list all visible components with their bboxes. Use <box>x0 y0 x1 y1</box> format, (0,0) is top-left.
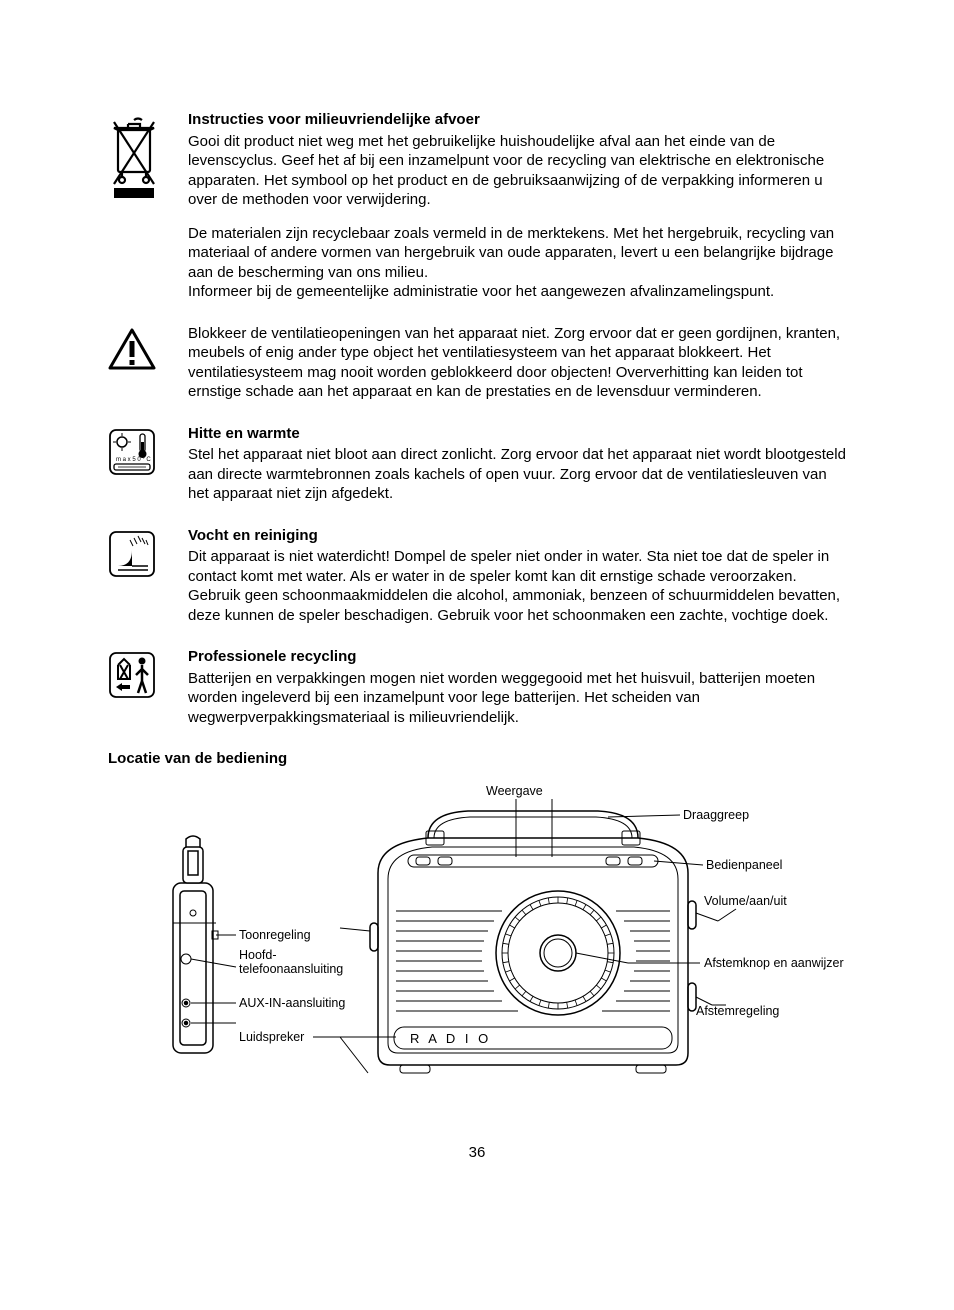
label-afstemknop: Afstemknop en aanwijzer <box>704 956 844 970</box>
ventilation-text: Blokkeer de ventilatieopeningen van het … <box>188 324 846 402</box>
label-afstemregeling: Afstemregeling <box>696 1004 779 1018</box>
disposal-p1: Gooi dit product niet weg met het gebrui… <box>188 132 846 210</box>
section-ventilation: Blokkeer de ventilatieopeningen van het … <box>108 324 846 402</box>
label-hoofd1: Hoofd- <box>239 948 277 962</box>
warning-icon <box>108 324 188 372</box>
recycle-p1: Batterijen en verpakkingen mogen niet wo… <box>188 669 846 728</box>
controls-diagram: R A D I O Toonregeling Hoofd- telefoonaa… <box>108 783 846 1103</box>
moist-p1: Dit apparaat is niet waterdicht! Dompel … <box>188 547 846 625</box>
disposal-heading: Instructies voor milieuvriendelijke afvo… <box>188 110 846 130</box>
label-volume: Volume/aan/uit <box>704 894 787 908</box>
heat-heading: Hitte en warmte <box>188 424 846 444</box>
page-number: 36 <box>108 1143 846 1163</box>
weee-icon <box>108 110 188 200</box>
label-toon: Toonregeling <box>239 928 311 942</box>
heat-p1: Stel het apparaat niet bloot aan direct … <box>188 445 846 504</box>
recycle-heading: Professionele recycling <box>188 647 846 667</box>
section-disposal: Instructies voor milieuvriendelijke afvo… <box>108 110 846 302</box>
section-heat: m a x 5 0 ° C Hitte en warmte Stel het a… <box>108 424 846 504</box>
heat-text: Hitte en warmte Stel het apparaat niet b… <box>188 424 846 504</box>
section-moist: Vocht en reiniging Dit apparaat is niet … <box>108 526 846 626</box>
svg-text:m a x 5 0 ° C: m a x 5 0 ° C <box>116 457 151 463</box>
label-hoofd2: telefoonaansluiting <box>239 962 343 976</box>
label-bedienpaneel: Bedienpaneel <box>706 858 782 872</box>
radio-label: R A D I O <box>410 1031 491 1046</box>
label-draaggreep: Draaggreep <box>683 808 749 822</box>
ventilation-p1: Blokkeer de ventilatieopeningen van het … <box>188 324 846 402</box>
label-aux: AUX-IN-aansluiting <box>239 996 345 1010</box>
label-weergave: Weergave <box>486 784 543 798</box>
moisture-icon <box>108 526 188 578</box>
disposal-p2: De materialen zijn recyclebaar zoals ver… <box>188 224 846 302</box>
controls-heading: Locatie van de bediening <box>108 749 846 769</box>
moist-heading: Vocht en reiniging <box>188 526 846 546</box>
moist-text: Vocht en reiniging Dit apparaat is niet … <box>188 526 846 626</box>
recycle-icon <box>108 647 188 699</box>
section-recycle: Professionele recycling Batterijen en ve… <box>108 647 846 727</box>
disposal-text: Instructies voor milieuvriendelijke afvo… <box>188 110 846 302</box>
heat-icon: m a x 5 0 ° C <box>108 424 188 476</box>
label-luidspreker: Luidspreker <box>239 1030 304 1044</box>
recycle-text: Professionele recycling Batterijen en ve… <box>188 647 846 727</box>
